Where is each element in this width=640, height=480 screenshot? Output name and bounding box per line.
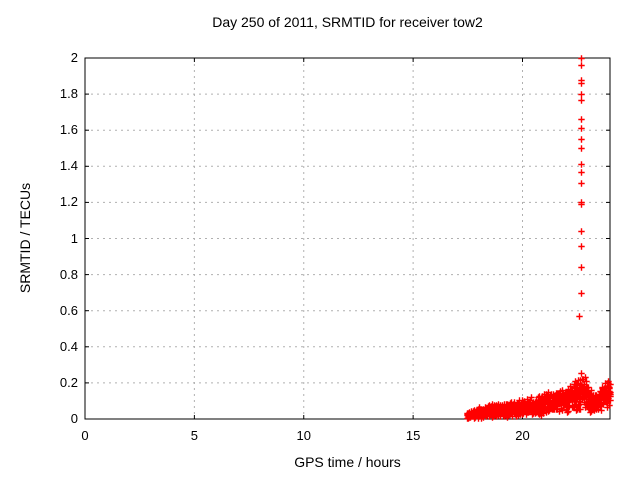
data-points [464,55,614,422]
y-tick-label: 0.8 [59,266,78,282]
y-tick-label: 1.2 [59,194,78,210]
grid-lines [85,58,610,419]
x-tick-label: 15 [405,428,421,443]
y-tick-label: 0 [70,411,78,426]
y-tick-label: 1.6 [59,122,78,138]
plot-frame [84,57,611,420]
y-tick-label: 1.8 [59,86,78,102]
y-tick-label: 0.4 [59,338,78,354]
y-tick-label: 0.6 [59,302,78,318]
y-tick-label: 1 [70,230,78,246]
y-tick-label: 2 [70,50,78,65]
x-tick-label: 20 [515,428,530,443]
y-tick-label: 0.2 [59,374,78,390]
x-axis-label: GPS time / hours [294,454,401,470]
y-tick-label: 1.4 [59,158,78,174]
x-tick-label: 5 [190,428,198,443]
x-tick-label: 0 [81,428,89,443]
chart-title: Day 250 of 2011, SRMTID for receiver tow… [212,14,483,30]
x-tick-label: 10 [296,428,311,443]
